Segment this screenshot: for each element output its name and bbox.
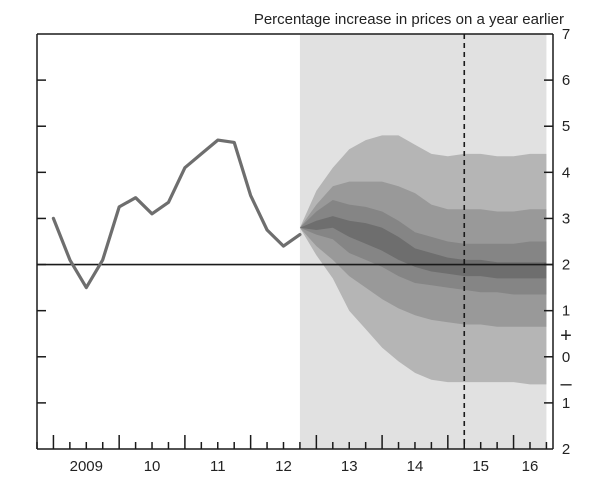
x-tick-label: 16 bbox=[522, 458, 539, 475]
y-tick-label: 1 bbox=[562, 395, 570, 412]
fan-bands bbox=[299, 135, 547, 385]
fan-band-central bbox=[299, 216, 547, 279]
axes bbox=[36, 33, 554, 450]
y-tick-label: 7 bbox=[562, 26, 570, 43]
y-tick-label: 1 bbox=[562, 303, 570, 320]
x-tick-label: 14 bbox=[407, 458, 424, 475]
x-tick-label: 11 bbox=[210, 458, 226, 475]
x-tick-label: 13 bbox=[341, 458, 358, 475]
positive-sign-label: + bbox=[560, 325, 572, 347]
negative-sign-label: – bbox=[560, 373, 572, 395]
history-series-line bbox=[51, 138, 302, 290]
chart-title: Percentage increase in prices on a year … bbox=[254, 11, 564, 28]
x-tick-label: 15 bbox=[472, 458, 489, 475]
y-tick-label: 6 bbox=[562, 72, 570, 89]
y-tick-label: 2 bbox=[562, 257, 570, 274]
x-tick-label: 12 bbox=[275, 458, 292, 475]
y-tick-label: 5 bbox=[562, 118, 570, 135]
x-tick-label: 2009 bbox=[70, 458, 103, 475]
x-tick-label: 10 bbox=[144, 458, 161, 475]
x-axis-ticks: 2009 10 11 12 13 14 15 16 bbox=[36, 435, 548, 475]
y-tick-label: 0 bbox=[562, 349, 570, 366]
y-tick-label: 3 bbox=[562, 210, 570, 227]
y-axis-ticks: 7 6 5 4 3 2 1 0 1 2 bbox=[37, 26, 570, 458]
y-tick-label: 4 bbox=[562, 164, 570, 181]
y-tick-label: 2 bbox=[562, 441, 570, 458]
